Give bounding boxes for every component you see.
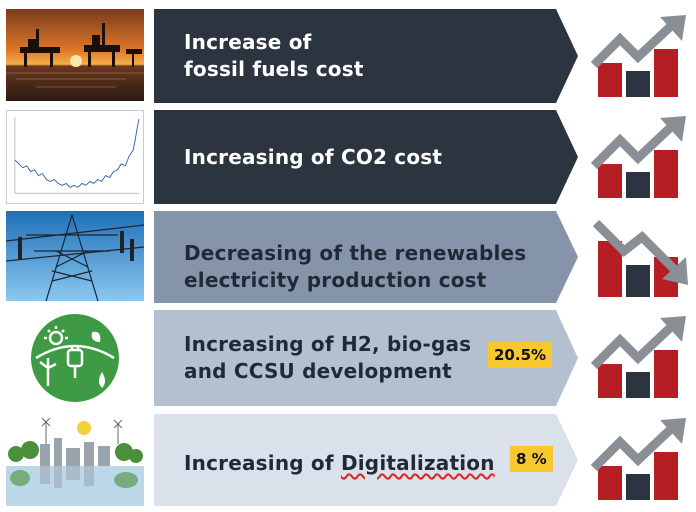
fossil-fuels-arrow-box: Increase of fossil fuels cost — [154, 9, 578, 103]
row-h2-biogas: Increasing of H2, bio-gas and CCSU devel… — [0, 310, 696, 406]
row-renewables-cost: Decreasing of the renewables electricity… — [0, 211, 696, 303]
label-line-1: Increasing of — [184, 451, 341, 475]
trend-down-icon — [590, 213, 690, 301]
co2-cost-label: Increasing of CO2 cost — [184, 144, 442, 171]
h2-biogas-arrow-box: Increasing of H2, bio-gas and CCSU devel… — [154, 310, 578, 406]
row-digitalization: Increasing of Digitalization 8 % — [0, 414, 696, 506]
co2-cost-arrow-box: Increasing of CO2 cost — [154, 110, 578, 204]
label-line-2: and CCSU development — [184, 359, 452, 383]
green-city-image — [6, 414, 144, 506]
trend-up-icon — [590, 114, 690, 202]
label-line-1: Decreasing of the renewables — [184, 241, 527, 265]
digitalization-label: Increasing of Digitalization — [184, 450, 495, 477]
h2-growth-badge: 20.5% — [488, 342, 553, 368]
digitalization-growth-badge: 8 % — [510, 446, 553, 472]
label-digitalization-word: Digitalization — [340, 451, 495, 475]
row-fossil-fuels: Increase of fossil fuels cost — [0, 9, 696, 103]
trend-up-icon — [590, 314, 690, 402]
renewables-cost-label: Decreasing of the renewables electricity… — [184, 240, 526, 294]
trend-up-icon — [590, 13, 690, 101]
row-co2-cost: Increasing of CO2 cost — [0, 110, 696, 204]
trend-up-icon — [590, 416, 690, 504]
fossil-fuels-label: Increase of fossil fuels cost — [184, 29, 364, 83]
label-line-2: fossil fuels cost — [184, 57, 364, 81]
label-line-2: electricity production cost — [184, 268, 487, 292]
label-line-1: Increasing of H2, bio-gas — [184, 332, 472, 356]
label-line-1: Increasing of CO2 cost — [184, 145, 443, 169]
h2-biogas-label: Increasing of H2, bio-gas and CCSU devel… — [184, 331, 471, 385]
renewables-cost-arrow-box: Decreasing of the renewables electricity… — [154, 211, 578, 303]
co2-price-chart-image — [6, 110, 144, 204]
label-line-1: Increase of — [184, 30, 312, 54]
offshore-oil-platform-image — [6, 9, 144, 101]
digitalization-arrow-box: Increasing of Digitalization 8 % — [154, 414, 578, 506]
green-energy-icon-image — [6, 310, 144, 406]
power-tower-image — [6, 211, 144, 301]
